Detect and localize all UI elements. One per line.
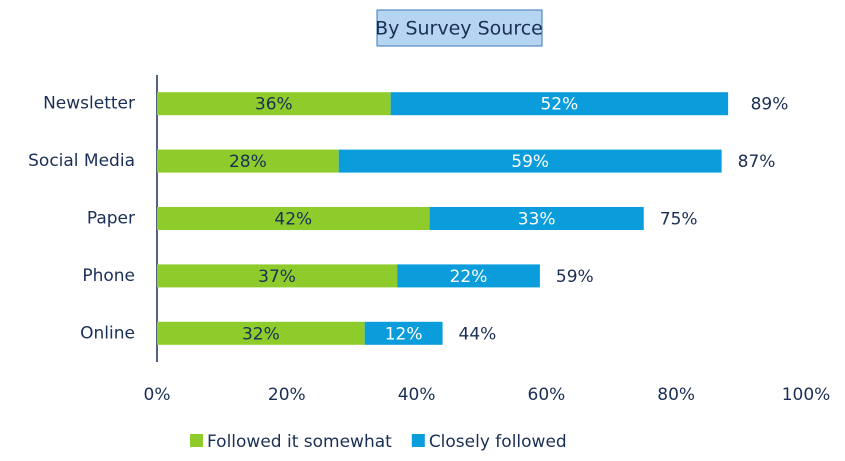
- bar-segment: [397, 264, 540, 288]
- total-label: 87%: [738, 152, 776, 172]
- x-tick-label: 100%: [782, 385, 831, 405]
- bar-segment: [338, 149, 722, 173]
- bar-segment: [157, 92, 391, 116]
- total-label: 59%: [556, 267, 594, 287]
- bar-segment: [157, 149, 339, 173]
- legend-swatch: [411, 434, 425, 447]
- y-tick-label: Online: [80, 323, 135, 343]
- legend-label: Closely followed: [429, 432, 567, 452]
- bar-segment: [157, 264, 398, 288]
- value-label: 32%: [242, 324, 280, 344]
- bar-segment: [157, 321, 365, 345]
- chart-title: By Survey Source: [375, 18, 543, 40]
- legend-label: Followed it somewhat: [207, 432, 392, 452]
- x-tick-label: 40%: [398, 385, 436, 405]
- value-label: 37%: [258, 267, 296, 287]
- x-tick-label: 60%: [528, 385, 566, 405]
- total-label: 44%: [459, 324, 497, 344]
- total-label: 75%: [660, 210, 698, 230]
- x-tick-label: 20%: [268, 385, 306, 405]
- total-label: 89%: [751, 95, 789, 115]
- value-label: 33%: [518, 210, 556, 230]
- value-label: 36%: [255, 95, 293, 115]
- y-tick-label: Paper: [87, 209, 135, 229]
- title-box: [376, 9, 543, 47]
- value-label: 28%: [229, 152, 267, 172]
- bar-segment: [157, 207, 430, 230]
- y-tick-label: Newsletter: [43, 94, 135, 114]
- value-label: 59%: [511, 152, 549, 172]
- bar-segment: [390, 92, 729, 116]
- y-tick-label: Phone: [82, 266, 135, 286]
- bar-segment: [364, 321, 443, 345]
- value-label: 12%: [385, 324, 423, 344]
- value-label: 52%: [540, 95, 578, 115]
- y-tick-label: Social Media: [28, 151, 135, 171]
- x-tick-label: 80%: [657, 385, 695, 405]
- value-label: 42%: [274, 210, 312, 230]
- bar-segment: [429, 207, 644, 230]
- value-label: 22%: [450, 267, 488, 287]
- legend-swatch: [190, 434, 203, 447]
- x-tick-label: 0%: [144, 385, 171, 405]
